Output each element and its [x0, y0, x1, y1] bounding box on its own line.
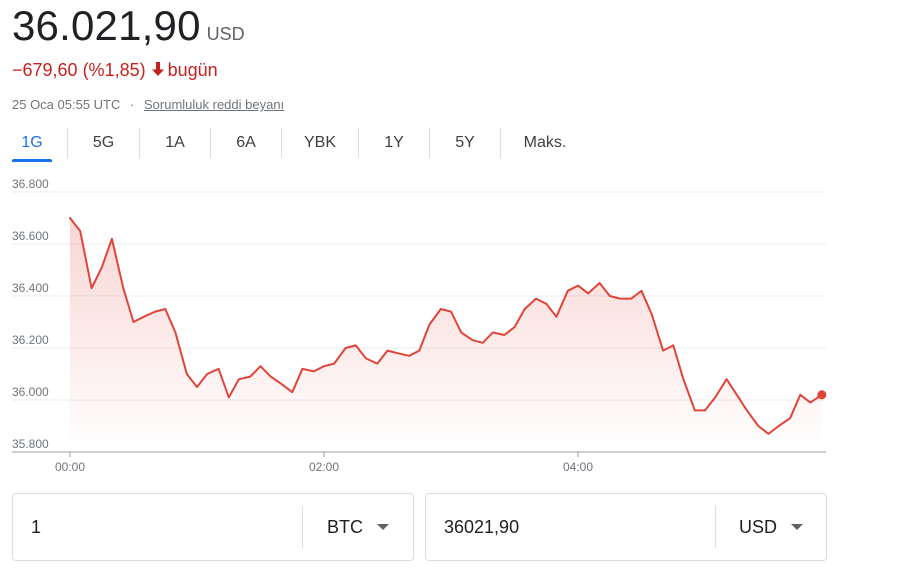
converter-to: 36021,90 USD	[425, 493, 827, 561]
tab-divider	[67, 128, 68, 158]
from-unit-select[interactable]: BTC	[303, 517, 413, 538]
tab-5g[interactable]: 5G	[92, 134, 115, 151]
meta-separator: ·	[130, 97, 135, 112]
last-price-dot	[817, 390, 827, 400]
price-line	[69, 217, 823, 435]
arrow-down-icon	[151, 60, 164, 81]
tab-ybk[interactable]: YBK	[303, 134, 336, 151]
y-tick-label: 36.800	[12, 177, 49, 191]
y-tick-label: 36.600	[12, 229, 49, 243]
from-unit-label: BTC	[327, 516, 363, 537]
converter-divider	[715, 506, 716, 548]
quote-meta: 25 Oca 05:55 UTC · Sorumluluk reddi beya…	[12, 97, 284, 112]
tab-divider	[358, 128, 359, 158]
price-chart[interactable]: 36.800 36.600 36.400 36.200 36.000 35.800 00:0…	[0, 176, 900, 476]
tab-divider	[139, 128, 140, 158]
to-amount-input[interactable]: 36021,90	[444, 516, 520, 537]
to-unit-label: USD	[738, 516, 777, 537]
tab-1y[interactable]: 1Y	[384, 134, 404, 151]
y-tick-label: 35.800	[12, 437, 49, 451]
change-period: bugün	[167, 60, 218, 80]
tab-1a[interactable]: 1A	[165, 134, 185, 151]
range-tabs: 1G 5G 1A 6A YBK 1Y 5Y Maks.	[0, 128, 589, 162]
x-tick-label: 02:00	[309, 460, 339, 474]
from-amount-input[interactable]: 1	[31, 516, 42, 537]
disclaimer-link[interactable]: Sorumluluk reddi beyanı	[143, 97, 285, 112]
change-amount: −679,60 (%1,85)	[12, 60, 146, 80]
tab-5y[interactable]: 5Y	[455, 134, 475, 151]
converter-divider	[302, 506, 303, 548]
y-tick-label: 36.000	[12, 385, 49, 399]
y-tick-label: 36.200	[12, 333, 49, 347]
tab-max[interactable]: Maks.	[523, 134, 567, 151]
price-change: −679,60 (%1,85) bugün	[12, 60, 218, 81]
current-price: 36.021,90	[12, 2, 201, 49]
to-unit-select[interactable]: USD	[716, 517, 826, 538]
tab-divider	[500, 128, 501, 158]
tab-1g[interactable]: 1G	[12, 128, 52, 162]
tab-divider	[281, 128, 282, 158]
tab-divider	[429, 128, 430, 158]
x-tick-label: 00:00	[55, 460, 85, 474]
converter-from: 1 BTC	[12, 493, 414, 561]
tab-divider	[210, 128, 211, 158]
price-currency: USD	[206, 24, 245, 44]
timestamp: 25 Oca 05:55 UTC	[12, 97, 121, 112]
chevron-down-icon	[377, 524, 389, 530]
y-tick-label: 36.400	[12, 281, 49, 295]
price-header: 36.021,90 USD	[12, 2, 245, 50]
tab-6a[interactable]: 6A	[236, 134, 256, 151]
x-tick-label: 04:00	[563, 460, 593, 474]
chevron-down-icon	[791, 524, 803, 530]
price-area	[70, 218, 822, 452]
